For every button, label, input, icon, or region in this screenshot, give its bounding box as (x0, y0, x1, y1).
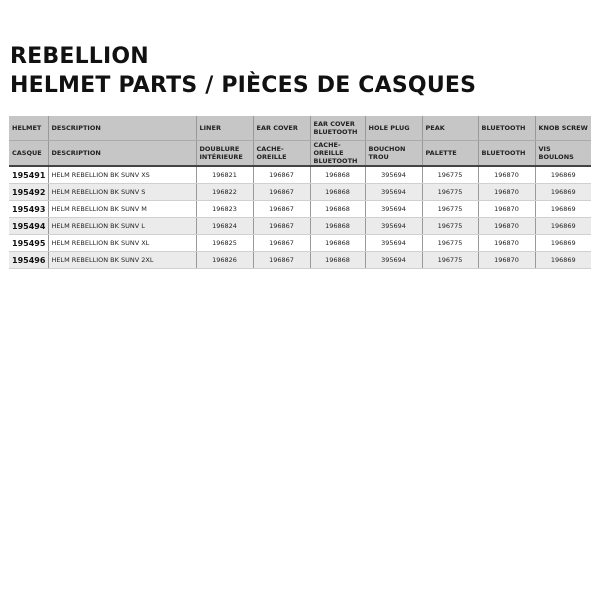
table-cell: 395694 (364, 183, 422, 201)
header-cell: CACHE-OREILLE (252, 140, 310, 167)
table-cell: 195495 (9, 234, 48, 252)
table-cell: 196775 (421, 251, 478, 269)
header-cell: EAR COVER (252, 116, 310, 141)
header-cell: EAR COVER BLUETOOTH (309, 116, 365, 141)
table-row: 195494 HELM REBELLION BK SUNV L 196824 1968… (9, 217, 591, 235)
table-cell: 196869 (534, 183, 591, 201)
table-cell: 196823 (195, 200, 253, 218)
table-cell: 196869 (534, 200, 591, 218)
table-cell: 196868 (309, 200, 365, 218)
table-row: 195493 HELM REBELLION BK SUNV M 196823 1968… (9, 200, 591, 218)
table-cell: 196867 (252, 217, 310, 235)
table-cell: 196867 (252, 166, 310, 184)
table-row: 195495 HELM REBELLION BK SUNV XL 196825 196… (9, 234, 591, 252)
table-cell: 196869 (534, 234, 591, 252)
header-cell: VIS BOULONS (534, 140, 591, 167)
header-cell: KNOB SCREW (534, 116, 591, 141)
table-cell: 196867 (252, 200, 310, 218)
table-cell: HELM REBELLION BK SUNV M (47, 200, 196, 218)
header-cell: BLUETOOTH (477, 140, 535, 167)
table-cell: 395694 (364, 234, 422, 252)
table-cell: HELM REBELLION BK SUNV 2XL (47, 251, 196, 269)
table-cell: 196775 (421, 183, 478, 201)
table-row: 195491 HELM REBELLION BK SUNV XS 196821 196… (9, 166, 591, 184)
table-cell: 395694 (364, 200, 422, 218)
table-cell: 195493 (9, 200, 48, 218)
table-cell: 196870 (477, 217, 535, 235)
table-cell: 196868 (309, 234, 365, 252)
table-cell: 196869 (534, 217, 591, 235)
table-cell: HELM REBELLION BK SUNV XS (47, 166, 196, 184)
table-cell: 196868 (309, 217, 365, 235)
table-cell: 196869 (534, 166, 591, 184)
table-cell: 196826 (195, 251, 253, 269)
table-cell: 196821 (195, 166, 253, 184)
header-cell: DESCRIPTION (47, 140, 196, 167)
table-cell: 196867 (252, 183, 310, 201)
table-cell: 196775 (421, 234, 478, 252)
table-row: 195496 HELM REBELLION BK SUNV 2XL 196826 19… (9, 251, 591, 269)
header-cell: LINER (195, 116, 253, 141)
header-cell: HELMET (9, 116, 48, 141)
table-cell: 196825 (195, 234, 253, 252)
table-cell: 196822 (195, 183, 253, 201)
table-cell: HELM REBELLION BK SUNV S (47, 183, 196, 201)
table-cell: 196870 (477, 251, 535, 269)
table-cell: 196868 (309, 166, 365, 184)
page-subtitle: HELMET PARTS / PIÈCES DE CASQUES (10, 73, 477, 98)
table-cell: 196775 (421, 217, 478, 235)
header-cell: PEAK (421, 116, 478, 141)
table-cell: 196870 (477, 166, 535, 184)
table-cell: 195496 (9, 251, 48, 269)
table-cell: 195492 (9, 183, 48, 201)
header-cell: HOLE PLUG (364, 116, 422, 141)
page-title: REBELLION (10, 44, 149, 69)
table-cell: 196870 (477, 200, 535, 218)
table-cell: 395694 (364, 217, 422, 235)
table-cell: 196868 (309, 251, 365, 269)
table-cell: 196867 (252, 234, 310, 252)
table-cell: 196868 (309, 183, 365, 201)
header-cell: PALETTE (421, 140, 478, 167)
header-cell: CACHE-OREILLE BLUETOOTH (309, 140, 365, 167)
table-cell: 195494 (9, 217, 48, 235)
table-cell: 196775 (421, 166, 478, 184)
header-row-english: HELMET DESCRIPTION LINER EAR COVER EAR COVER… (9, 116, 591, 141)
header-cell: DOUBLURE INTÉRIEURE (195, 140, 253, 167)
table-cell: 395694 (364, 166, 422, 184)
table-cell: 196869 (534, 251, 591, 269)
table-cell: 395694 (364, 251, 422, 269)
header-cell: BOUCHON TROU (364, 140, 422, 167)
table-cell: 196824 (195, 217, 253, 235)
table-cell: 196867 (252, 251, 310, 269)
header-cell: DESCRIPTION (47, 116, 196, 141)
table-cell: HELM REBELLION BK SUNV L (47, 217, 196, 235)
header-cell: CASQUE (9, 140, 48, 167)
table-cell: 196870 (477, 234, 535, 252)
header-row-french: CASQUE DESCRIPTION DOUBLURE INTÉRIEURE CACH… (9, 140, 591, 167)
table-row: 195492 HELM REBELLION BK SUNV S 196822 1968… (9, 183, 591, 201)
header-cell: BLUETOOTH (477, 116, 535, 141)
table-cell: 195491 (9, 166, 48, 184)
table-cell: 196775 (421, 200, 478, 218)
parts-table: HELMET DESCRIPTION LINER EAR COVER EAR COVER… (9, 116, 591, 269)
table-cell: 196870 (477, 183, 535, 201)
table-cell: HELM REBELLION BK SUNV XL (47, 234, 196, 252)
